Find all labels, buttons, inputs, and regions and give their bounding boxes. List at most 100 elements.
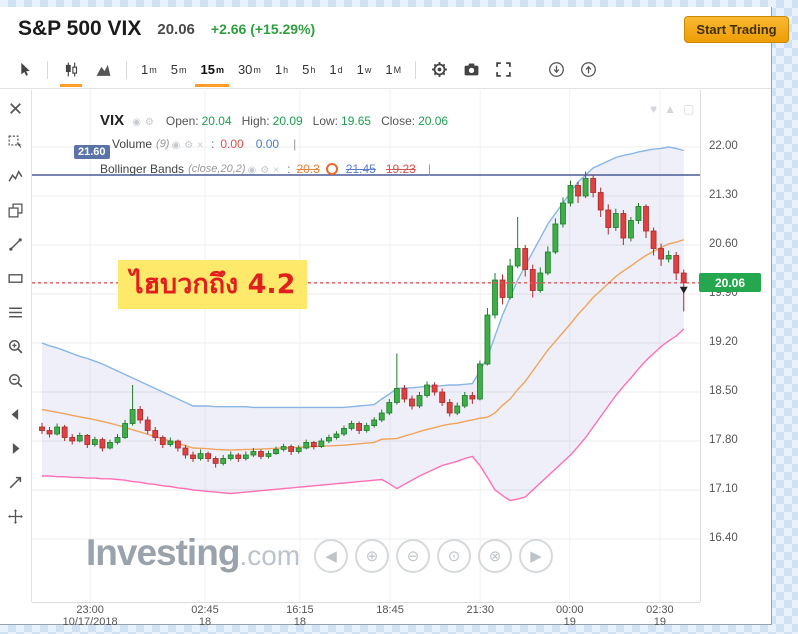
volume-value: 0.00 [220, 137, 244, 151]
volume-value: 0.00 [255, 137, 280, 151]
watermark-suffix: .com [239, 540, 301, 571]
y-axis-label: 17.10 [709, 483, 738, 495]
y-axis: 22.00 21.30 20.60 19.90 19.20 18.50 17.80 17.10… [700, 90, 771, 602]
timeframe-30m-button[interactable]: 30 m [237, 62, 261, 77]
y-axis-label: 21.30 [709, 189, 738, 201]
ohlc-label: Open: [165, 113, 199, 128]
ohlc-label: Low: [312, 113, 339, 128]
pan-right-button[interactable]: ▶ [519, 539, 553, 573]
indicator-value-badge: 21.60 [74, 145, 110, 159]
legend-separator: | [293, 137, 297, 151]
x-axis-label: 00:00 19 [555, 604, 584, 628]
y-axis-label: 18.50 [709, 385, 738, 397]
ohlc-label: High: [241, 113, 270, 128]
rectangle-tool-icon[interactable] [7, 270, 24, 287]
x-axis-label: 18:45 [376, 604, 404, 616]
legend-colon: : [211, 137, 215, 151]
popout-icon[interactable]: ▢ [683, 102, 695, 116]
x-axis-label: 21:30 [466, 604, 494, 616]
move-crosshair-icon[interactable] [7, 508, 24, 525]
chart-nav-controls: ◀ ⊕ ⊖ ⊙ ⊗ ▶ [314, 539, 553, 573]
y-axis-label: 20.60 [709, 238, 738, 250]
investing-watermark: Investing .com [86, 532, 300, 574]
ohlc-value: 20.04 [201, 113, 232, 128]
bollinger-value: 20.3 [296, 162, 320, 176]
ohlc-label: Close: [381, 113, 416, 128]
legend-series-name: VIX [100, 112, 125, 129]
fullscreen-icon[interactable] [490, 55, 516, 85]
ohlc-value: 20.06 [418, 113, 449, 128]
pointer-icon[interactable] [11, 55, 37, 85]
screenshot-icon[interactable] [458, 55, 484, 85]
toolbar-separator [47, 60, 48, 79]
settings-icon[interactable]: ⚙ [184, 140, 194, 151]
volume-label: Volume [112, 137, 153, 151]
area-type-icon[interactable] [90, 55, 116, 85]
toolbar-separator [415, 60, 417, 79]
price-change: +2.66 (+15.29%) [210, 21, 316, 37]
last-price: 20.06 [157, 20, 195, 38]
ohlc-value: 20.09 [272, 113, 303, 128]
symbol-title: S&P 500 VIX [18, 17, 142, 40]
upload-chart-icon[interactable] [575, 55, 601, 85]
visibility-icon[interactable]: ◉ [247, 165, 257, 176]
close-icon[interactable]: × [197, 140, 204, 151]
chart-toolbar: 1 m 5 m 15 m 30 m 1 h 5 h 1 d 1 w 1 M [0, 51, 771, 89]
pan-left-button[interactable]: ◀ [314, 539, 348, 573]
zoom-select-button[interactable]: ⊙ [437, 539, 471, 573]
scroll-right-icon[interactable] [7, 440, 24, 457]
y-axis-label: 19.20 [709, 336, 738, 348]
scroll-left-icon[interactable] [7, 406, 24, 423]
zoom-reset-button[interactable]: ⊗ [478, 539, 512, 573]
volume-param: (9) [156, 138, 170, 150]
current-price-tag: 20.06 [699, 273, 761, 292]
visibility-icon[interactable]: ◉ [171, 140, 181, 151]
legend-bollinger-row: Bollinger Bands (close,20,2) ◉ ⚙ × : 20.3 2… [100, 162, 431, 176]
zoom-in-button[interactable]: ⊕ [355, 539, 389, 573]
zoom-out-button[interactable]: ⊖ [396, 539, 430, 573]
settings-icon[interactable]: ⚙ [260, 165, 270, 176]
settings-icon[interactable] [426, 55, 452, 85]
bollinger-param: (close,20,2) [188, 163, 246, 175]
timeframe-15m-button[interactable]: 15 m [193, 55, 230, 87]
watermark-brand: Investing [86, 532, 240, 573]
indicators-icon[interactable] [7, 168, 24, 185]
y-axis-label: 22.00 [709, 140, 738, 152]
widget-header: S&P 500 VIX 20.06 +2.66 (+15.29%) [0, 7, 771, 51]
cursor-select-icon[interactable] [7, 134, 24, 151]
zoom-in-icon[interactable] [7, 338, 24, 355]
x-axis-label: 16:15 18 [286, 604, 314, 628]
close-icon[interactable] [7, 100, 24, 117]
toolbar-separator [126, 60, 127, 79]
ohlc-value: 19.65 [341, 113, 372, 128]
legend-colon: : [287, 162, 291, 176]
favorite-icon[interactable]: ♥ [650, 102, 658, 116]
arrow-draw-icon[interactable] [7, 474, 24, 491]
horizontal-lines-icon[interactable] [7, 304, 24, 321]
bollinger-marker-icon [325, 163, 338, 175]
visibility-icon[interactable]: ◉ [132, 116, 141, 128]
legend-separator: | [427, 162, 431, 176]
candlestick-type-icon[interactable] [58, 55, 84, 87]
bollinger-value: 19.23 [385, 162, 416, 176]
clone-chart-icon[interactable] [7, 202, 24, 219]
chart-annotation: ไฮบวกถึง 4.2 [118, 260, 308, 309]
start-trading-button[interactable]: Start Trading [684, 16, 789, 43]
download-chart-icon[interactable] [543, 55, 569, 85]
trendline-icon[interactable] [7, 236, 24, 253]
chart-widget: S&P 500 VIX 20.06 +2.66 (+15.29%) 1 m 5 m 15… [0, 7, 772, 628]
zoom-out-icon[interactable] [7, 372, 24, 389]
expand-up-icon[interactable]: ▲ [664, 102, 677, 116]
close-icon[interactable]: × [273, 165, 280, 176]
legend-volume-row: Volume (9) ◉ ⚙ × : 0.00 0.00 | [112, 137, 296, 151]
pane-controls: ♥ ▲ ▢ [650, 102, 694, 116]
settings-icon[interactable]: ⚙ [144, 116, 154, 128]
